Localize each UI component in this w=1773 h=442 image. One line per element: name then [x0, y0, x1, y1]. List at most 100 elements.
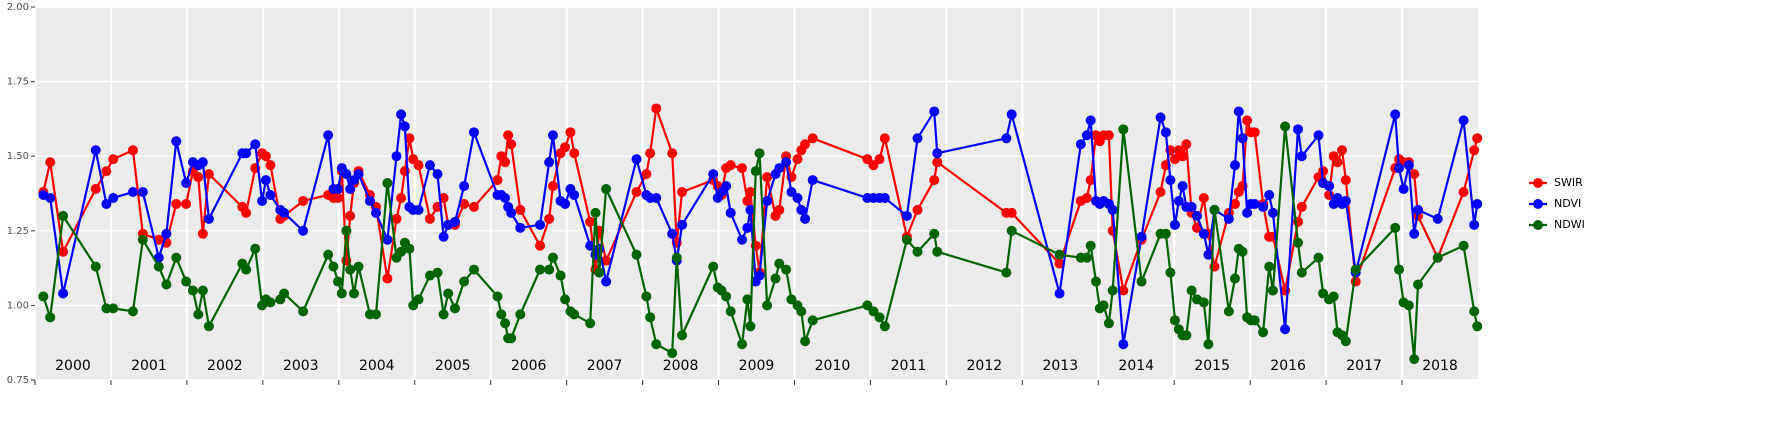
data-point	[594, 243, 605, 254]
data-point	[353, 169, 364, 180]
data-point	[544, 264, 555, 275]
data-point	[774, 258, 785, 269]
data-point	[742, 195, 753, 206]
data-point	[725, 306, 736, 317]
year-label: 2002	[207, 358, 243, 374]
data-point	[1432, 213, 1443, 224]
data-point	[1264, 189, 1275, 200]
data-point	[333, 276, 344, 287]
data-point	[298, 195, 309, 206]
data-point	[382, 234, 393, 245]
data-point	[1155, 112, 1166, 123]
data-point	[754, 148, 765, 159]
data-point	[645, 148, 656, 159]
data-point	[45, 312, 56, 323]
data-point	[1398, 184, 1409, 195]
data-point	[1160, 127, 1171, 138]
year-label: 2015	[1194, 358, 1230, 374]
data-point	[708, 261, 719, 272]
legend: SWIR NDVI NDWI	[1529, 176, 1585, 231]
data-point	[547, 181, 558, 192]
marks	[38, 103, 1483, 365]
data-point	[396, 246, 407, 257]
data-point	[1169, 154, 1180, 165]
data-point	[745, 187, 756, 198]
data-point	[260, 151, 271, 162]
data-point	[58, 288, 69, 299]
data-point	[874, 154, 885, 165]
data-point	[1318, 166, 1329, 177]
data-point	[260, 175, 271, 186]
data-point	[459, 198, 470, 209]
data-point	[449, 303, 460, 314]
data-point	[298, 225, 309, 236]
data-point	[496, 309, 507, 320]
data-point	[932, 246, 943, 257]
data-point	[459, 276, 470, 287]
data-point	[391, 213, 402, 224]
data-point	[796, 204, 807, 215]
data-point	[901, 210, 912, 221]
data-point	[1186, 201, 1197, 212]
data-point	[1081, 192, 1092, 203]
data-point	[1054, 258, 1065, 269]
data-point	[468, 201, 479, 212]
legend-label: NDWI	[1554, 218, 1585, 231]
data-point	[601, 255, 612, 266]
data-point	[667, 228, 678, 239]
axes: 0.75 1.00 1.25 1.50 1.75 2.00 2000 2001 2002 2003…	[7, 2, 1458, 386]
legend-swatch	[1533, 220, 1543, 230]
data-point	[807, 133, 818, 144]
data-point	[181, 198, 192, 209]
data-point	[45, 157, 56, 168]
data-point	[1165, 175, 1176, 186]
data-point	[781, 157, 792, 168]
data-point	[323, 249, 334, 260]
data-point	[800, 213, 811, 224]
data-point	[774, 163, 785, 174]
data-point	[721, 291, 732, 302]
legend-label: NDVI	[1554, 197, 1581, 210]
year-label: 2007	[587, 358, 623, 374]
data-point	[601, 184, 612, 195]
data-point	[404, 133, 415, 144]
year-label: 2010	[815, 358, 851, 374]
data-point	[879, 192, 890, 203]
data-point	[108, 154, 119, 165]
data-point	[341, 225, 352, 236]
data-point	[807, 175, 818, 186]
data-point	[651, 339, 662, 350]
data-point	[1472, 198, 1483, 209]
data-point	[641, 169, 652, 180]
data-point	[1249, 127, 1260, 138]
data-point	[101, 198, 112, 209]
data-point	[742, 294, 753, 305]
data-point	[341, 169, 352, 180]
data-point	[1006, 109, 1017, 120]
data-point	[929, 175, 940, 186]
data-point	[336, 288, 347, 299]
data-point	[468, 264, 479, 275]
year-label: 2000	[55, 358, 91, 374]
data-point	[1350, 276, 1361, 287]
data-point	[721, 181, 732, 192]
y-tick-label: 0.75	[7, 375, 29, 386]
data-point	[203, 169, 214, 180]
year-label: 2005	[435, 358, 471, 374]
data-point	[1458, 240, 1469, 251]
data-point	[1237, 246, 1248, 257]
data-point	[279, 207, 290, 218]
data-point	[750, 166, 761, 177]
data-point	[535, 219, 546, 230]
year-label: 2004	[359, 358, 395, 374]
data-point	[585, 240, 596, 251]
data-point	[1296, 151, 1307, 162]
data-point	[438, 309, 449, 320]
year-label: 2016	[1270, 358, 1306, 374]
data-point	[569, 189, 580, 200]
data-point	[1085, 115, 1096, 126]
data-point	[932, 157, 943, 168]
data-point	[932, 148, 943, 159]
data-point	[1177, 151, 1188, 162]
data-point	[770, 273, 781, 284]
